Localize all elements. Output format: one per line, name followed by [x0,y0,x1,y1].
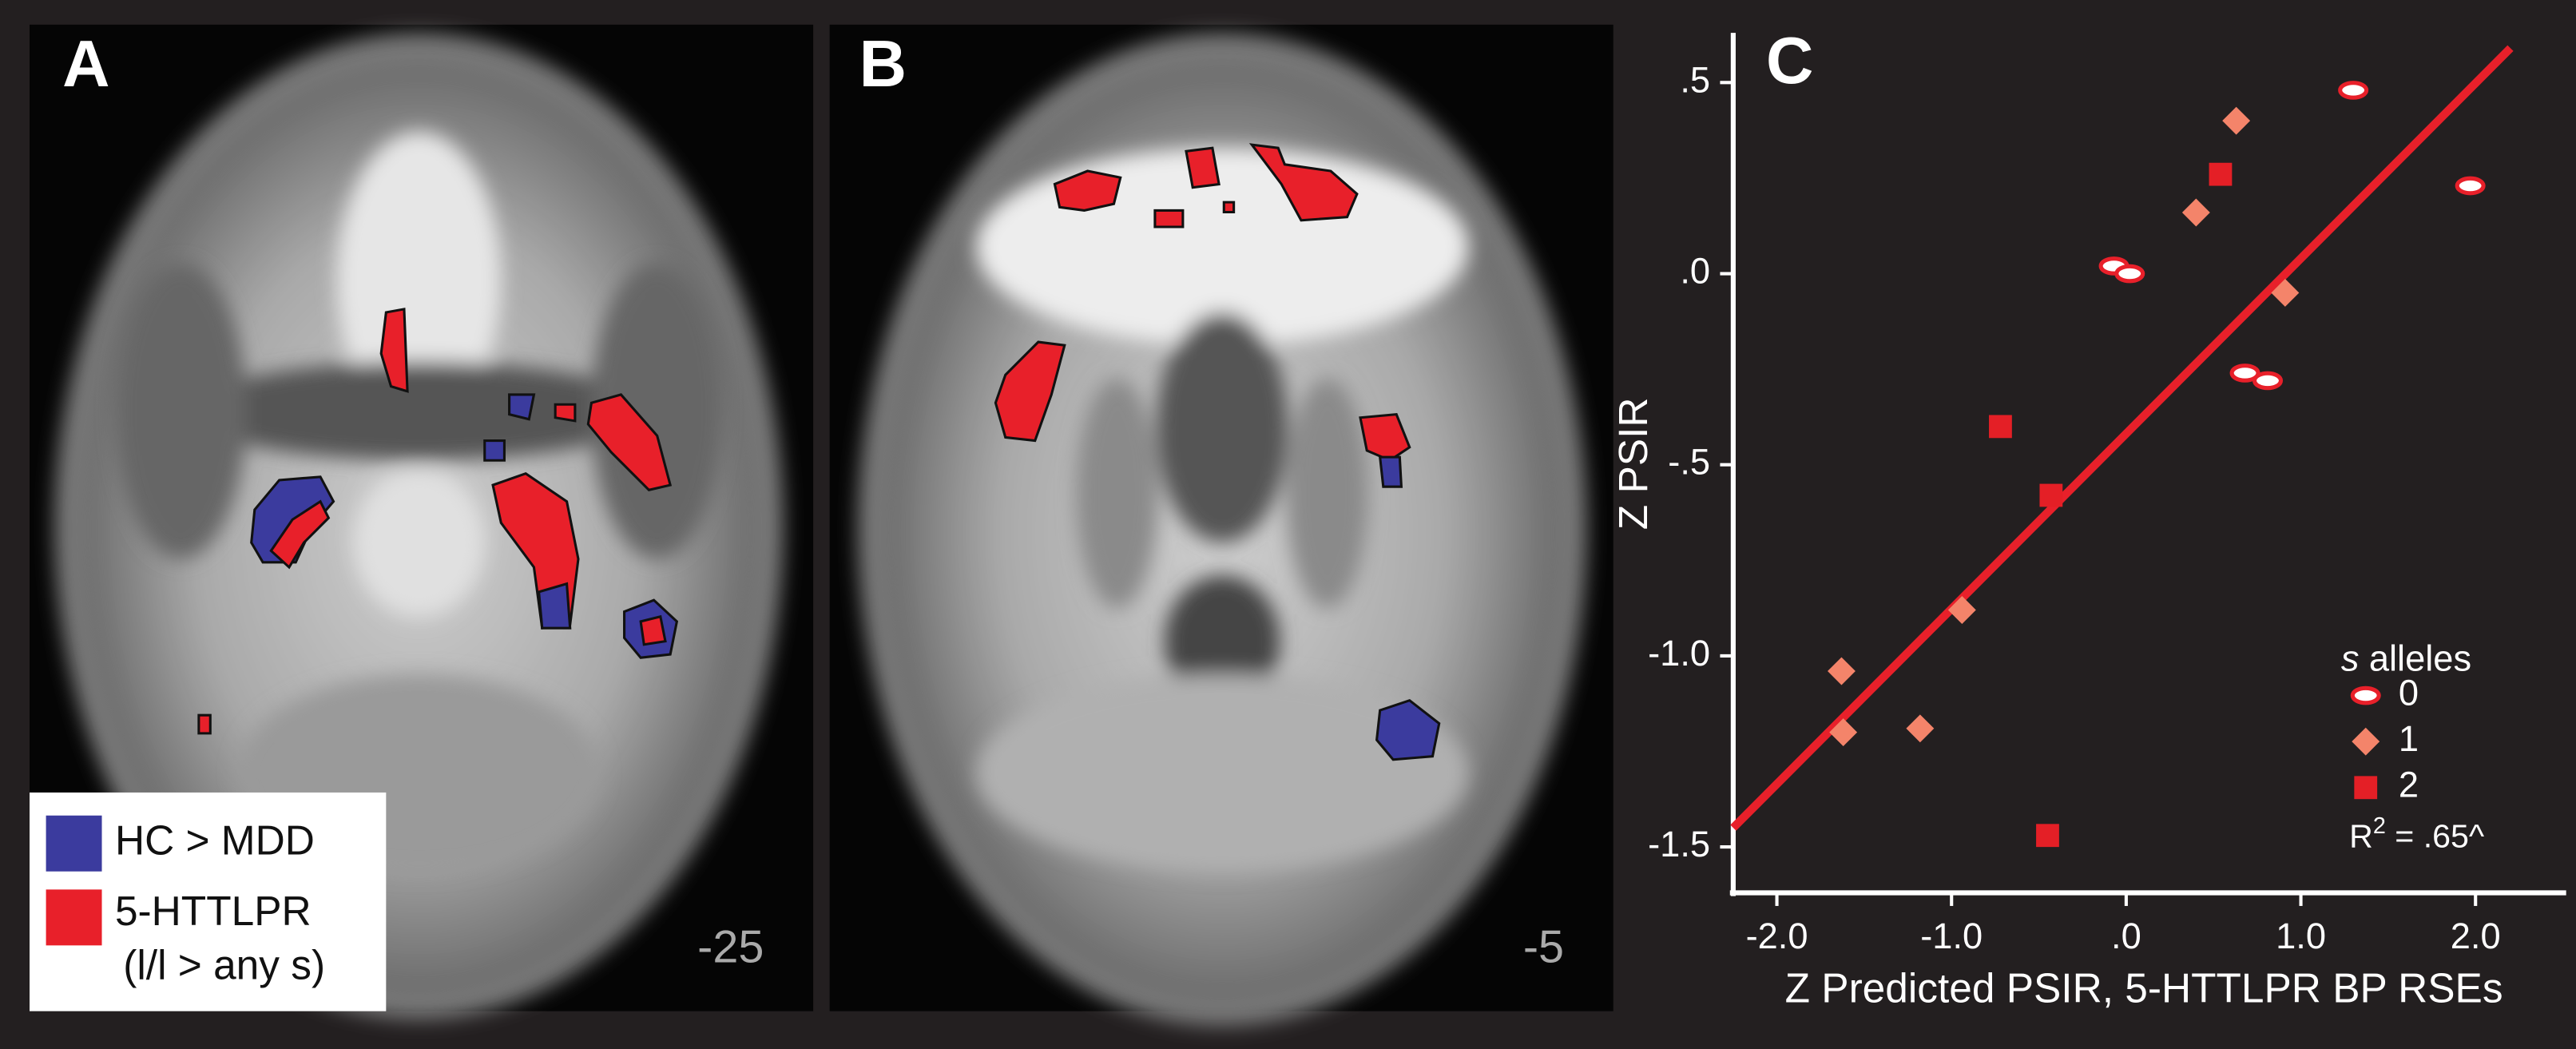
y-tick-label: .5 [1680,59,1710,100]
activation-blob [1185,146,1221,189]
legend-title-italic: s [2341,638,2360,678]
activation-blob [1378,455,1403,488]
x-tick-label: -2.0 [1746,916,1808,956]
activation-blob [537,582,572,630]
activation-blob [586,393,673,491]
activation-blob [483,439,506,462]
activation-blob [1375,698,1441,761]
legend-swatch [46,815,102,872]
activation-blob [1053,169,1122,212]
point [2229,364,2260,383]
legend-label: 2 [2399,765,2419,805]
point [2114,264,2145,284]
x-axis-label: Z Predicted PSIR, 5-HTTLPR BP RSEs [1785,965,2503,1011]
point [1989,415,2012,439]
x-tick-label: -1.0 [1920,916,1983,956]
slice-label: -5 [1523,922,1564,973]
point [2455,176,2486,196]
legend-label: 0 [2399,672,2419,713]
annotation-sup: 2 [2373,813,2386,839]
annotation: R2 = .65^ [2349,813,2485,855]
activation-blob [1359,412,1411,462]
panel-label: B [859,28,907,101]
activation-blob [1222,201,1236,214]
point [2252,371,2284,391]
y-tick-label: -.5 [1668,442,1710,483]
x-tick-label: 1.0 [2276,916,2326,956]
activation-blob [994,340,1066,443]
slice-label: -25 [697,922,764,973]
fit-line [1730,45,2514,831]
x-tick-label: 2.0 [2451,916,2501,956]
point [2036,824,2059,848]
legend-marker [2354,776,2378,800]
legend-label: 5-HTTLPR [115,888,312,934]
activation-blob [554,403,577,423]
legend-label: 1 [2399,718,2419,759]
activation-blob [508,393,536,421]
legend-swatch [46,889,102,946]
legend-marker [2352,727,2380,756]
activation-blob [269,499,331,570]
activation-blob [197,713,212,735]
legend-title-rest: alleles [2369,638,2471,678]
activation-blob [639,614,667,646]
panel-label: A [62,28,109,101]
brain-structure [114,131,723,872]
annotation-rest: = .65^ [2386,817,2485,854]
point [2209,162,2233,186]
y-tick-label: -1.0 [1648,633,1710,674]
y-axis-label: Z PSIR [1610,397,1656,530]
y-tick-label: .0 [1680,250,1710,291]
panel-c: C Z Predicted PSIR, 5-HTTLPR BP RSEs Z P… [1610,25,2566,1011]
legend-note: (l/l > any s) [123,942,325,988]
point [2039,483,2063,507]
panel-b: B -5 [829,24,1613,1027]
legend-label: HC > MDD [115,817,315,863]
activation-blob [379,308,409,393]
panel-label: C [1766,25,1813,97]
activation-blob [1153,209,1185,228]
panel-a: A -25 HC > MDD 5-HTTLPR (l/l > any s) [30,24,814,1019]
annotation-base: R [2349,817,2373,854]
activation-blob [1248,143,1359,222]
legend-marker [2350,685,2381,705]
legend-title: s alleles [2341,638,2471,678]
x-tick-label: .0 [2111,916,2141,956]
y-tick-label: -1.5 [1648,824,1710,864]
point [2338,81,2369,100]
